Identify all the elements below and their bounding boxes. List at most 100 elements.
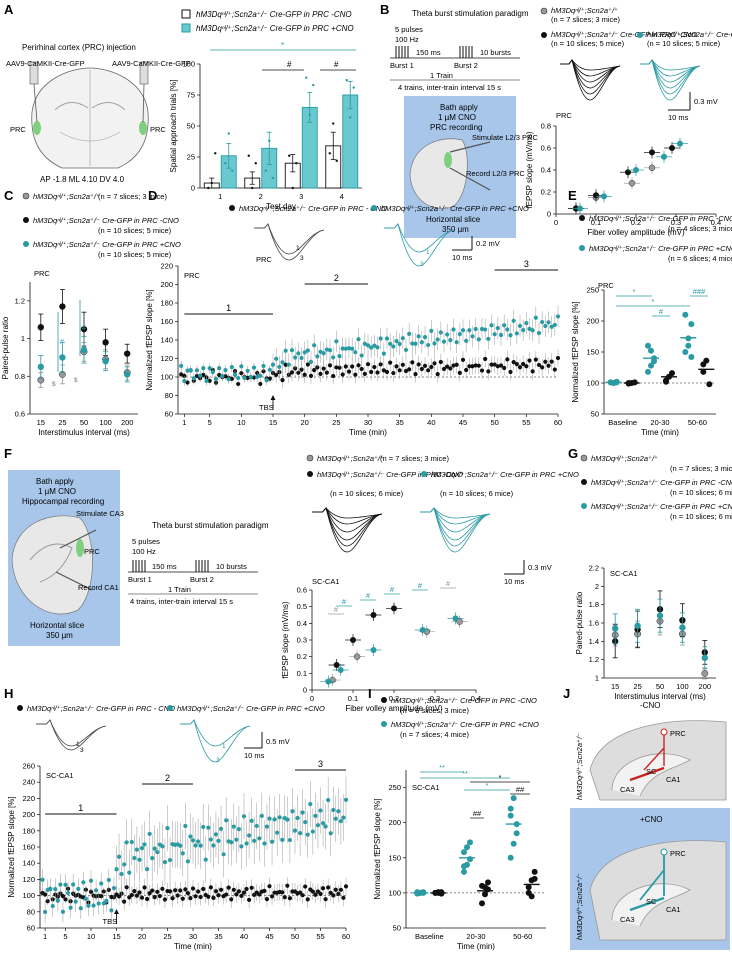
thickness-label-b: 350 µm (442, 225, 469, 234)
y-axis-label: Normalized fEPSP slope [%] (571, 301, 580, 402)
tbs-title-f: Theta burst stimulation paradigm (152, 521, 269, 530)
trace-label: 3 (300, 255, 304, 262)
data-point (333, 816, 338, 821)
y-tick-label: 180 (22, 826, 35, 835)
period-label: 1 (226, 303, 231, 313)
legend-dot-cno-c (23, 241, 29, 247)
legend-dot-cno-f (421, 471, 427, 477)
data-point (216, 893, 221, 898)
tbs-bursts-b: 10 bursts (480, 48, 511, 57)
panel-f-diagram: Bath apply 1 µM CNO Hippocampal recordin… (8, 470, 269, 646)
data-point (489, 323, 494, 328)
stimulate-label-b: Stimulate L2/3 PRC (472, 133, 538, 142)
data-point (414, 889, 421, 896)
trace-cno (420, 507, 491, 533)
period-label: 1 (78, 803, 83, 813)
j-sc-label-bottom: SC (646, 897, 657, 906)
trace-cno (180, 719, 251, 747)
region-label: SC-CA1 (610, 569, 638, 578)
data-point (124, 885, 129, 890)
data-point (508, 369, 513, 375)
data-point (365, 362, 371, 367)
data-point (81, 880, 86, 885)
injection-title: Perirhinal cortex (PRC) injection (22, 43, 136, 52)
data-point (267, 376, 272, 381)
trace-label: 3 (80, 747, 84, 754)
data-point (280, 890, 285, 895)
data-point (272, 817, 277, 822)
panel-label-h: H (4, 686, 13, 701)
data-point (336, 809, 341, 814)
data-point (341, 815, 346, 820)
data-point (413, 371, 418, 377)
legend-dot-cno-e (579, 245, 585, 251)
data-point (196, 839, 201, 844)
data-point (190, 838, 196, 843)
data-point (502, 323, 507, 328)
x-tick-label: 0.3 (430, 694, 440, 703)
sig-mark: # (659, 307, 664, 316)
data-point (211, 843, 216, 848)
data-point (391, 344, 396, 349)
sig-hash-day4: # (334, 60, 339, 69)
data-point (448, 366, 453, 371)
data-point (207, 186, 210, 190)
y-tick-label: 60 (27, 924, 35, 933)
trace-cno (420, 507, 491, 525)
data-point (59, 303, 66, 310)
data-point (178, 888, 183, 893)
tbs-train-b: 1 Train (430, 71, 453, 80)
data-point (308, 802, 313, 807)
data-point (663, 378, 669, 385)
data-point (258, 381, 263, 387)
data-point (239, 364, 244, 369)
data-point (201, 824, 206, 830)
x-axis-label: Time (min) (174, 942, 212, 951)
y-tick-label: 140 (22, 859, 35, 868)
y-tick-label: 0.8 (541, 122, 551, 131)
data-point (293, 366, 298, 371)
y-tick-label: 2 (595, 582, 599, 591)
data-point (207, 366, 212, 371)
syringe-right-needle (142, 83, 145, 123)
data-point (37, 363, 44, 371)
data-point (262, 841, 267, 846)
data-point (239, 371, 244, 376)
data-point (426, 342, 431, 348)
data-point (132, 855, 137, 861)
data-point (129, 839, 134, 845)
tbs-label: TBS (259, 403, 274, 412)
x-tick-label: Baseline (415, 932, 444, 941)
x-tick-label: 40 (240, 932, 248, 941)
data-point (76, 886, 81, 891)
data-point (312, 343, 317, 348)
recording-label-f: Hippocampal recording (22, 497, 104, 506)
slice-label-f: Horizontal slice (30, 621, 85, 630)
sig-mark: # (446, 579, 451, 588)
data-point (350, 346, 355, 351)
data-point (410, 360, 415, 365)
data-point (543, 323, 548, 329)
data-point (426, 368, 431, 373)
panel-labels: A B C D E F G H I J (4, 2, 578, 701)
data-point (445, 364, 450, 369)
data-point (182, 373, 187, 379)
data-point (502, 365, 507, 371)
x-axis-label: Fiber volley amplitude (mV) (345, 704, 443, 713)
region-label: PRC (34, 269, 50, 278)
y-tick-label: 50 (393, 924, 401, 933)
data-point (505, 357, 510, 362)
scalebar-mv: 0.2 mV (476, 239, 500, 248)
region-label-b: PRC (556, 111, 572, 120)
data-point (269, 894, 275, 899)
x-axis-label: Time (min) (349, 428, 387, 437)
legend-nocno-h: hM3Dqⁿˡ/⁺;Scn2a⁺/⁻ Cre-GFP in PRC - CNO (27, 704, 175, 713)
y-tick-label: 160 (22, 843, 35, 852)
data-point (182, 378, 187, 384)
data-point (349, 116, 352, 119)
trace-nocno (312, 507, 383, 525)
data-point (525, 884, 532, 891)
data-point (269, 839, 275, 844)
data-point (634, 622, 641, 629)
x-tick-label: 30 (364, 418, 372, 427)
